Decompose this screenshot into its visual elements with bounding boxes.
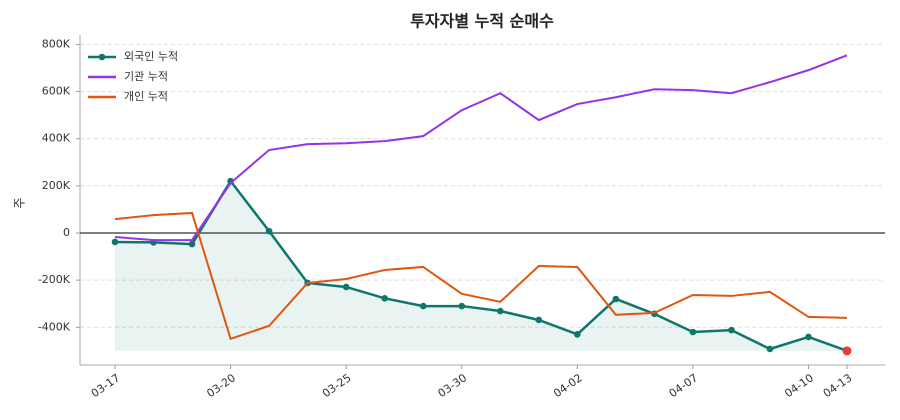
legend-label: 개인 누적 — [124, 90, 168, 103]
y-tick-label: 600K — [42, 85, 71, 98]
point — [381, 294, 388, 302]
y-tick-label: 400K — [42, 132, 71, 145]
x-tick-label: 04-07 — [667, 371, 701, 400]
legend-label: 외국인 누적 — [124, 50, 178, 63]
area-fill — [115, 181, 847, 351]
point — [496, 307, 504, 315]
point — [188, 240, 196, 248]
point — [805, 333, 812, 341]
x-tick-label: 03-20 — [204, 371, 238, 400]
point — [574, 331, 581, 338]
y-tick-label: -400K — [38, 320, 71, 333]
point — [419, 302, 427, 310]
point — [535, 316, 543, 324]
y-tick-label: 800K — [42, 37, 71, 50]
series-line — [114, 178, 848, 353]
x-tick-label: 03-25 — [320, 371, 354, 400]
point — [842, 346, 852, 356]
point — [111, 238, 119, 246]
series-line — [114, 54, 848, 242]
x-tick-label: 04-13 — [821, 371, 855, 400]
point — [612, 295, 620, 303]
point — [728, 326, 735, 334]
y-tick-label: -200K — [38, 273, 71, 286]
point — [265, 227, 273, 235]
chart-title: 투자자별 누적 순매수 — [410, 12, 554, 31]
x-tick-label: 03-17 — [89, 371, 123, 400]
legend-marker — [98, 53, 106, 61]
legend-label: 기관 누적 — [124, 70, 168, 83]
y-tick-label: 200K — [42, 179, 71, 192]
series-line — [114, 211, 848, 341]
x-tick-label: 04-02 — [551, 371, 585, 400]
x-tick-label: 04-10 — [782, 371, 816, 400]
point — [766, 345, 774, 353]
point — [342, 283, 350, 291]
y-axis-label: 주 — [13, 197, 27, 208]
point — [458, 302, 466, 310]
y-tick-label: 0 — [63, 226, 70, 239]
point — [689, 328, 697, 336]
x-tick-label: 03-30 — [436, 371, 470, 400]
